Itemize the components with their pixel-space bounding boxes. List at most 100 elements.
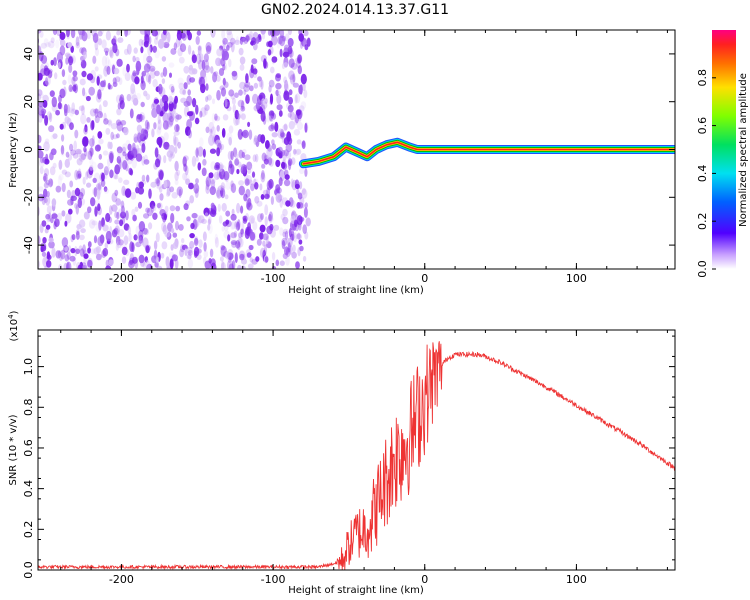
noise-speck: [93, 235, 98, 244]
noise-speck: [74, 109, 80, 116]
noise-speck: [241, 100, 245, 110]
noise-speck: [189, 195, 195, 204]
noise-speck: [86, 73, 94, 81]
noise-speck: [135, 153, 143, 162]
noise-speck: [234, 158, 240, 166]
noise-speck: [283, 62, 289, 68]
noise-speck: [140, 80, 146, 91]
noise-speck: [259, 224, 266, 233]
noise-speck: [85, 95, 91, 102]
noise-speck: [209, 148, 217, 154]
noise-speck: [51, 212, 58, 220]
noise-speck: [201, 218, 207, 225]
noise-speck: [169, 258, 174, 269]
noise-speck: [252, 221, 258, 231]
noise-speck: [60, 150, 65, 157]
noise-speck: [109, 205, 113, 215]
noise-speck: [128, 232, 132, 242]
noise-speck: [201, 167, 207, 177]
noise-speck: [110, 123, 118, 130]
snr-frame: [37, 329, 676, 571]
noise-speck: [49, 166, 56, 176]
noise-speck: [156, 125, 162, 134]
noise-speck: [69, 180, 74, 188]
noise-speck: [185, 126, 191, 136]
noise-speck: [75, 204, 80, 215]
noise-speck: [270, 66, 275, 74]
noise-speck: [83, 126, 88, 135]
noise-speck: [103, 118, 109, 125]
colorbar-tick-label: 0.6: [696, 117, 709, 135]
noise-speck: [123, 223, 130, 231]
noise-speck: [82, 264, 88, 269]
noise-speck: [72, 84, 77, 92]
noise-speck: [290, 178, 294, 188]
noise-speck: [277, 146, 283, 153]
noise-speck: [195, 53, 202, 65]
noise-speck: [61, 134, 65, 142]
noise-speck: [220, 244, 225, 251]
noise-speck: [164, 230, 171, 238]
noise-speck: [65, 57, 69, 65]
noise-speck: [204, 107, 208, 116]
noise-speck: [149, 65, 156, 72]
noise-speck: [109, 169, 114, 179]
noise-speck: [46, 254, 52, 261]
noise-speck: [279, 227, 284, 236]
noise-speck: [163, 41, 170, 49]
noise-speck: [260, 213, 264, 220]
noise-speck: [239, 56, 246, 65]
noise-speck: [116, 211, 120, 220]
noise-speck: [138, 234, 144, 244]
noise-speck: [251, 171, 256, 178]
noise-speck: [177, 141, 181, 149]
noise-speck: [116, 146, 123, 154]
noise-speck: [281, 137, 287, 144]
noise-speck: [79, 248, 85, 257]
noise-speck: [226, 105, 232, 112]
noise-speck: [169, 205, 176, 212]
noise-speck: [47, 70, 53, 79]
noise-speck: [122, 160, 128, 170]
noise-speck: [187, 129, 192, 139]
noise-speck: [142, 261, 146, 268]
noise-speck: [39, 93, 44, 99]
noise-speck: [126, 63, 130, 73]
noise-speck: [216, 147, 221, 157]
noise-speck: [260, 30, 266, 35]
noise-speck: [118, 229, 125, 238]
noise-speck: [144, 119, 149, 129]
noise-speck: [72, 152, 79, 159]
noise-speck: [274, 90, 281, 96]
noise-speck: [238, 237, 244, 248]
noise-speck: [176, 124, 179, 132]
noise-speck: [178, 224, 184, 231]
noise-speck: [283, 179, 291, 187]
noise-speck: [297, 65, 302, 75]
noise-speck: [231, 241, 237, 248]
noise-speck: [114, 219, 120, 225]
noise-speck: [238, 180, 245, 186]
noise-speck: [95, 253, 102, 261]
noise-speck: [116, 108, 122, 116]
noise-speck: [300, 73, 307, 85]
noise-speck: [206, 94, 212, 101]
noise-speck: [173, 134, 177, 146]
noise-speck: [247, 121, 251, 127]
noise-speck: [268, 214, 273, 224]
noise-speck: [125, 210, 129, 221]
noise-speck: [228, 263, 234, 269]
noise-speck: [295, 233, 303, 240]
noise-speck: [74, 129, 79, 139]
noise-speck: [164, 36, 170, 45]
noise-speck: [50, 217, 54, 224]
noise-speck: [217, 203, 221, 212]
noise-speck: [46, 260, 52, 268]
noise-speck: [91, 135, 95, 146]
noise-speck: [118, 239, 124, 246]
noise-speck: [287, 37, 294, 47]
noise-speck: [279, 260, 285, 267]
noise-speck: [38, 145, 42, 151]
noise-speck: [163, 141, 170, 150]
noise-speck: [230, 240, 237, 246]
